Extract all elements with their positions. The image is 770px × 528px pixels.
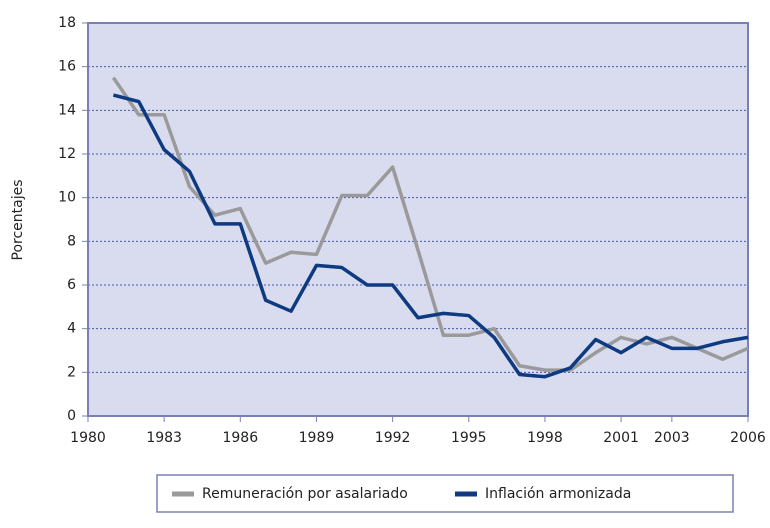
x-tick-label: 2003 <box>654 430 690 446</box>
x-tick-label: 1992 <box>375 430 411 446</box>
legend-label: Remuneración por asalariado <box>202 486 408 502</box>
y-tick-label: 18 <box>58 15 76 31</box>
y-tick-label: 0 <box>67 408 76 424</box>
x-tick-label: 1980 <box>70 430 106 446</box>
x-tick-label: 1989 <box>299 430 335 446</box>
x-tick-label: 1995 <box>451 430 487 446</box>
y-tick-label: 6 <box>67 277 76 293</box>
y-tick-label: 12 <box>58 146 76 162</box>
y-tick-label: 2 <box>67 364 76 380</box>
x-tick-label: 1983 <box>146 430 182 446</box>
plot-area <box>88 23 748 416</box>
x-tick-label: 1986 <box>222 430 258 446</box>
plot-border <box>87 22 749 417</box>
x-tick-label: 2006 <box>730 430 766 446</box>
y-axis-label: Porcentajes <box>10 179 26 260</box>
y-tick-label: 16 <box>58 59 76 75</box>
y-tick-label: 8 <box>67 233 76 249</box>
legend-box <box>156 474 734 513</box>
x-tick-label: 2001 <box>603 430 639 446</box>
line-series <box>112 93 749 379</box>
line-series <box>111 76 749 372</box>
x-tick-label: 1998 <box>527 430 563 446</box>
legend-label: Inflación armonizada <box>485 486 631 502</box>
y-tick-label: 10 <box>58 190 76 206</box>
y-tick-label: 14 <box>58 102 76 118</box>
y-tick-label: 4 <box>67 321 76 337</box>
